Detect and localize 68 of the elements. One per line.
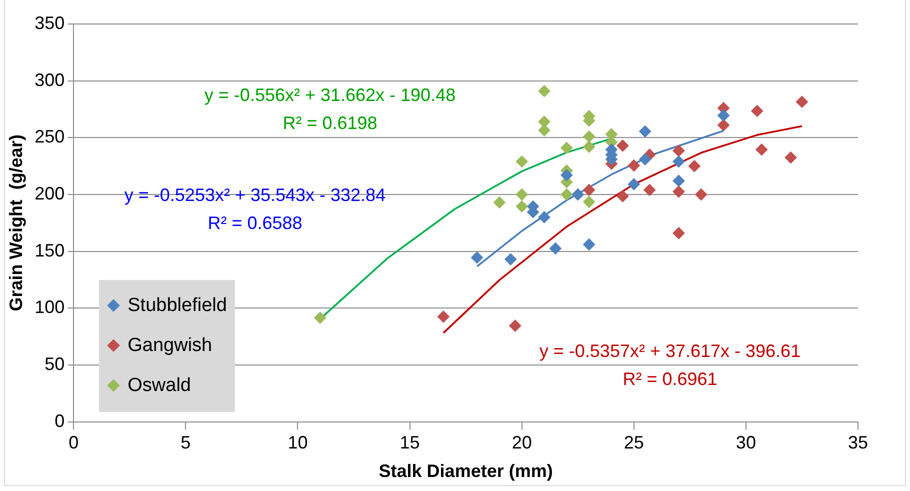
point [549,242,562,254]
y-tick-label: 350 [34,12,65,33]
x-tick-label: 10 [288,432,308,453]
point [688,160,700,172]
point [583,130,596,143]
point [583,238,596,250]
point [437,310,450,323]
point [628,160,640,172]
x-tick-label: 15 [400,432,420,453]
point [493,196,506,208]
point [628,178,640,190]
point [695,188,708,200]
y-tick-label: 300 [34,70,65,90]
y-tick-label: 250 [34,126,65,147]
point [751,104,764,117]
point [644,184,656,196]
point [616,140,629,152]
point [583,184,596,196]
point [616,190,629,202]
point [718,109,730,122]
point [504,253,517,266]
point [672,227,685,240]
point [583,140,596,153]
point [718,119,730,132]
point [538,211,550,224]
legend-label: Stubblefield [128,294,227,317]
point [583,196,596,208]
y-tick-label: 100 [34,297,65,318]
point [672,186,685,198]
point [672,144,685,157]
point [784,152,797,164]
point [471,252,484,264]
annotation: y = -0.5253x² + 35.543x - 332.84 [124,184,386,205]
point [560,169,573,182]
point [516,200,528,212]
point [560,142,573,154]
y-tick-label: 50 [44,354,65,374]
point [639,125,652,138]
point [572,188,584,200]
annotation: y = -0.5357x² + 37.617x - 396.61 [539,340,801,361]
y-tick-label: 200 [34,183,65,204]
annotation: y = -0.556x² + 31.662x - 190.48 [204,84,456,105]
point [796,96,808,108]
x-tick-label: 5 [180,432,191,453]
y-axis-title: Grain Weight (g/ear) [6,134,26,312]
annotation: R² = 0.6961 [622,368,718,389]
legend-label: Oswald [128,374,191,397]
x-tick-label: 0 [68,432,79,453]
annotation: R² = 0.6588 [208,212,302,233]
annotation: R² = 0.6198 [282,112,378,133]
point [516,188,528,200]
y-tick-label: 0 [54,410,65,431]
x-tick-label: 30 [736,432,756,453]
point [639,153,652,166]
point [672,156,685,168]
point [672,174,685,187]
legend-label: Gangwish [128,334,212,357]
point [509,320,522,332]
point [538,85,550,98]
point [314,312,326,324]
point [516,156,528,168]
point [560,188,573,200]
x-axis-title: Stalk Diameter (mm) [378,461,553,482]
y-tick-label: 150 [34,240,65,260]
x-tick-label: 20 [512,432,532,453]
point [756,144,768,156]
x-tick-label: 25 [624,432,644,453]
x-tick-label: 35 [848,432,868,453]
